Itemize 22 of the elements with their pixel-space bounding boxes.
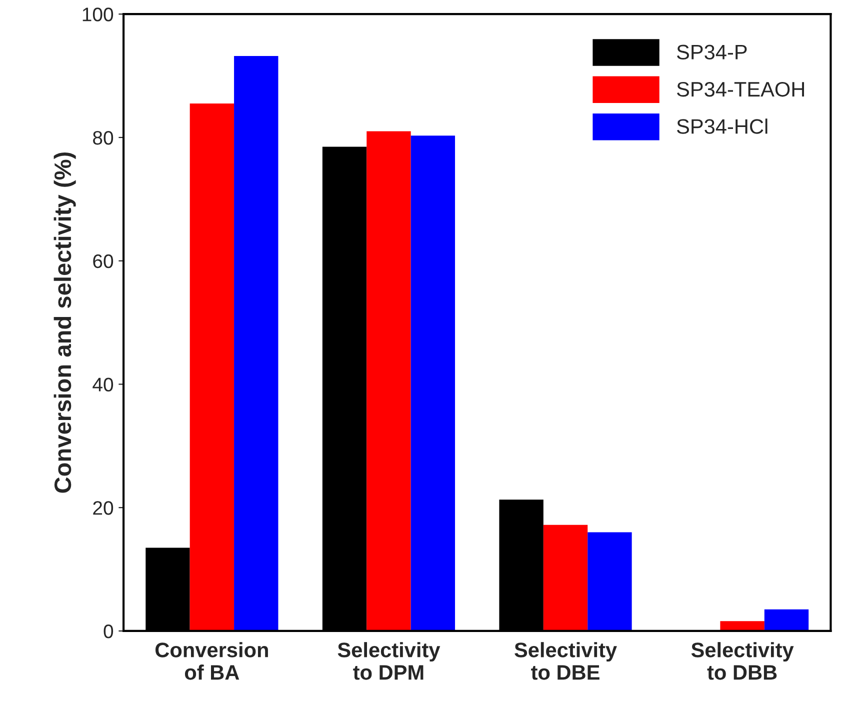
bar [543, 524, 588, 631]
bar [410, 136, 456, 631]
y-tick-label: 80 [93, 130, 114, 145]
x-tick-label: Selectivity to DBB [691, 642, 794, 680]
bar [720, 621, 764, 631]
bar [764, 609, 809, 631]
y-tick-label: 0 [104, 624, 114, 638]
x-tick-label: Selectivity to DBE [514, 642, 617, 680]
bar [366, 131, 411, 631]
x-tick-label: Selectivity to DPM [338, 642, 440, 680]
y-tick-label: 100 [82, 8, 114, 22]
y-tick-label: 20 [93, 501, 114, 515]
x-tick-label: Conversion of BA [155, 642, 268, 680]
y-tick-label: 60 [93, 254, 114, 268]
bar [588, 532, 632, 631]
bar [190, 104, 234, 631]
y-axis-title: Conversion and selectivity (%) [54, 152, 76, 493]
legend-label: SP34-HCl [676, 118, 768, 134]
legend-label: SP34-P [676, 44, 747, 60]
y-tick-label: 40 [92, 378, 114, 392]
bar [234, 56, 278, 631]
legend-label: SP34-TEAOH [676, 82, 804, 97]
